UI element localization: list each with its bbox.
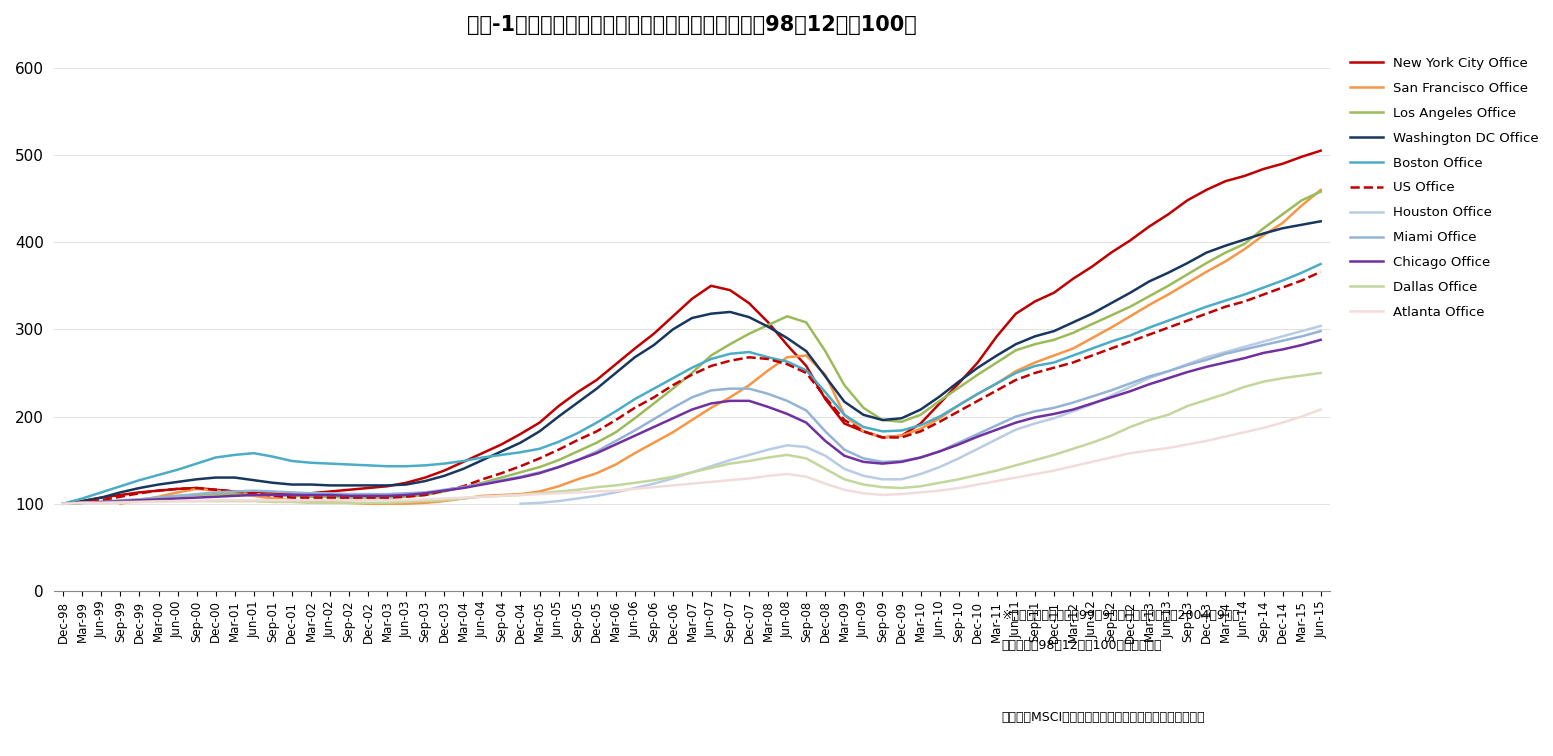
Title: 図表-1　米国主要都市オフィスの累積リターン　（98年12月：100）: 図表-1 米国主要都市オフィスの累積リターン （98年12月：100）: [467, 15, 916, 35]
Text: （出所）MSCIデータをもとにニッセイ基礎研究所が作成: （出所）MSCIデータをもとにニッセイ基礎研究所が作成: [1002, 711, 1205, 723]
Legend: New York City Office, San Francisco Office, Los Angeles Office, Washington DC Of: New York City Office, San Francisco Offi…: [1350, 57, 1539, 319]
Text: ※サンフランシスコは99年9月、ヒューストンは2004年9月、: ※サンフランシスコは99年9月、ヒューストンは2004年9月、: [1002, 609, 1241, 621]
Text: その他は98年12月を100として累積。: その他は98年12月を100として累積。: [1002, 639, 1162, 652]
